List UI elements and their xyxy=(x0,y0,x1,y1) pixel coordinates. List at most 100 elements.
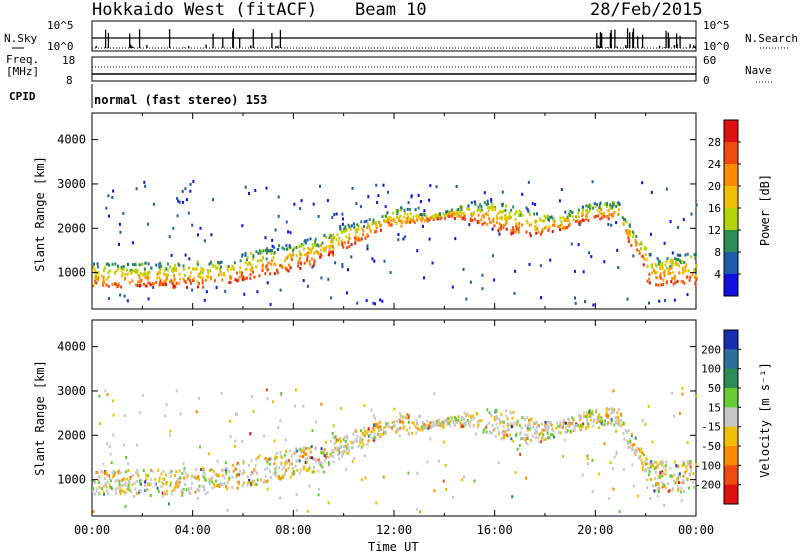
echo-cell xyxy=(609,203,612,207)
echo-cell xyxy=(373,259,376,263)
echo-cell xyxy=(611,467,614,471)
echo-cell xyxy=(321,465,324,469)
echo-cell xyxy=(586,413,589,417)
echo-cell xyxy=(592,420,595,424)
echo-cell xyxy=(404,211,406,215)
echo-cell xyxy=(304,447,307,451)
echo-cell xyxy=(159,268,162,272)
echo-cell xyxy=(355,202,358,205)
echo-cell xyxy=(175,267,177,271)
echo-cell xyxy=(535,436,537,440)
echo-cell xyxy=(671,276,674,280)
echo-cell xyxy=(559,216,562,220)
echo-cell xyxy=(313,251,315,255)
echo-cell xyxy=(375,226,378,230)
echo-cell xyxy=(647,467,650,471)
echo-cell xyxy=(488,430,491,434)
echo-cell xyxy=(677,488,680,492)
echo-cell xyxy=(348,225,351,229)
echo-cell xyxy=(641,451,644,455)
echo-cell xyxy=(514,471,517,475)
echo-cell xyxy=(672,282,675,286)
echo-cell xyxy=(267,249,270,253)
echo-cell xyxy=(552,429,555,433)
echo-cell xyxy=(625,229,627,233)
echo-cell xyxy=(682,218,685,222)
echo-cell xyxy=(653,467,656,471)
colorbar-frame xyxy=(723,329,739,505)
echo-cell xyxy=(136,471,139,475)
echo-cell xyxy=(614,416,617,420)
echo-cell xyxy=(436,420,438,424)
echo-cell xyxy=(350,243,353,247)
echo-cell xyxy=(328,462,330,466)
echo-cell xyxy=(302,445,305,449)
echo-cell xyxy=(535,429,538,433)
freq-tick-bottom: 8 xyxy=(66,74,73,87)
echo-cell xyxy=(319,253,322,256)
x-tick-label: 12:00 xyxy=(376,523,412,537)
echo-cell xyxy=(483,201,486,205)
echo-cell xyxy=(162,477,165,481)
echo-cell xyxy=(495,221,498,225)
echo-cell xyxy=(661,264,664,268)
echo-cell xyxy=(274,471,277,475)
echo-cell xyxy=(236,486,239,490)
echo-cell xyxy=(378,224,381,228)
y-tick-label: 1000 xyxy=(57,266,86,280)
echo-cell xyxy=(498,222,501,226)
echo-cell xyxy=(643,246,646,250)
echo-cell xyxy=(242,278,244,281)
echo-cell xyxy=(158,276,161,280)
echo-cell xyxy=(379,435,382,438)
echo-cell xyxy=(615,429,617,433)
echo-cell xyxy=(660,283,663,287)
colorbar-swatch xyxy=(724,186,738,209)
echo-cell xyxy=(655,482,657,486)
echo-cell xyxy=(451,212,453,216)
echo-cell xyxy=(314,243,316,247)
echo-cell xyxy=(521,213,524,217)
echo-cell xyxy=(541,422,544,426)
echo-cell xyxy=(639,450,642,454)
echo-cell xyxy=(178,469,181,473)
echo-cell xyxy=(363,220,366,224)
echo-cell xyxy=(368,218,371,221)
echo-cell xyxy=(238,482,241,486)
echo-cell xyxy=(260,478,263,482)
echo-cell xyxy=(618,202,621,206)
echo-cell xyxy=(533,212,536,216)
echo-cell xyxy=(164,273,167,277)
echo-cell xyxy=(363,426,366,430)
echo-cell xyxy=(592,424,595,428)
y-tick-label: 3000 xyxy=(57,384,86,398)
echo-cell xyxy=(284,266,287,270)
echo-cell xyxy=(143,180,146,184)
echo-cell xyxy=(112,413,115,417)
echo-cell xyxy=(106,442,108,446)
echo-cell xyxy=(442,426,445,430)
echo-cell xyxy=(282,465,285,469)
echo-cell xyxy=(197,273,200,277)
echo-cell xyxy=(431,261,434,265)
echo-cell xyxy=(256,259,259,263)
echo-cell xyxy=(491,206,494,210)
echo-cell xyxy=(254,189,257,192)
echo-cell xyxy=(259,251,262,255)
echo-cell xyxy=(627,429,630,433)
echo-cell xyxy=(558,225,561,229)
echo-cell xyxy=(656,494,659,498)
echo-cell xyxy=(627,441,630,445)
echo-cell xyxy=(134,263,137,267)
echo-cell xyxy=(580,416,583,420)
echo-cell xyxy=(677,258,680,262)
echo-cell xyxy=(512,439,515,443)
echo-cell xyxy=(258,249,261,253)
echo-cell xyxy=(507,434,509,438)
echo-cell xyxy=(423,426,426,430)
echo-cell xyxy=(389,271,392,275)
echo-cell xyxy=(409,217,412,221)
echo-cell xyxy=(313,465,315,469)
